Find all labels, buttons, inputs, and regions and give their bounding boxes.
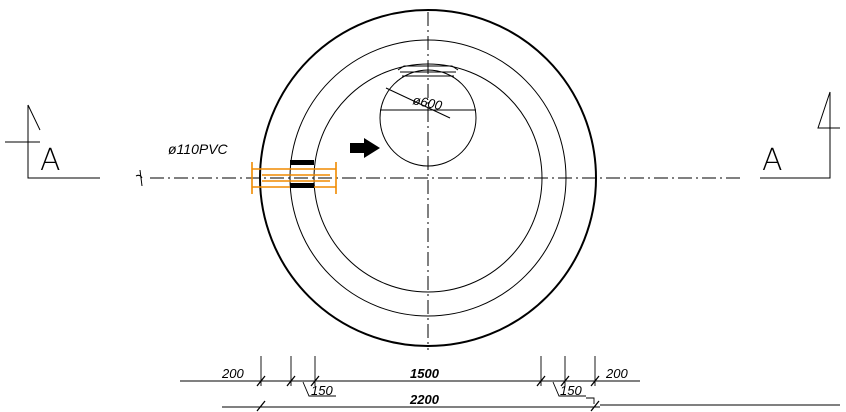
dim-gap-left: 150 xyxy=(311,383,333,398)
dimension-chain-bottom xyxy=(222,397,840,412)
dim-outer-diameter: 2200 xyxy=(409,392,440,407)
inlet-pipe xyxy=(251,160,337,194)
flow-direction-arrow-icon xyxy=(350,138,380,158)
opening-diameter-label: ø600 xyxy=(411,92,444,113)
access-opening: ø600 xyxy=(379,65,477,167)
section-label-right: A xyxy=(762,143,783,178)
section-cut-marker-right: A xyxy=(760,91,840,179)
outer-wall-circle xyxy=(259,9,597,347)
section-cut-marker-left: A xyxy=(5,104,100,179)
dim-gap-right: 150 xyxy=(560,383,582,398)
dimension-chain-top xyxy=(180,356,640,397)
break-line-icon xyxy=(135,169,143,187)
inner-wall-circle-outer xyxy=(289,39,567,317)
inlet-pipe-label: ø110PVC xyxy=(168,141,229,157)
dim-inner-diameter: 1500 xyxy=(410,366,440,381)
dim-wall-left: 200 xyxy=(221,366,244,381)
dim-wall-right: 200 xyxy=(605,366,628,381)
inner-wall-circle-inner xyxy=(313,63,543,293)
section-label-left: A xyxy=(40,143,61,178)
